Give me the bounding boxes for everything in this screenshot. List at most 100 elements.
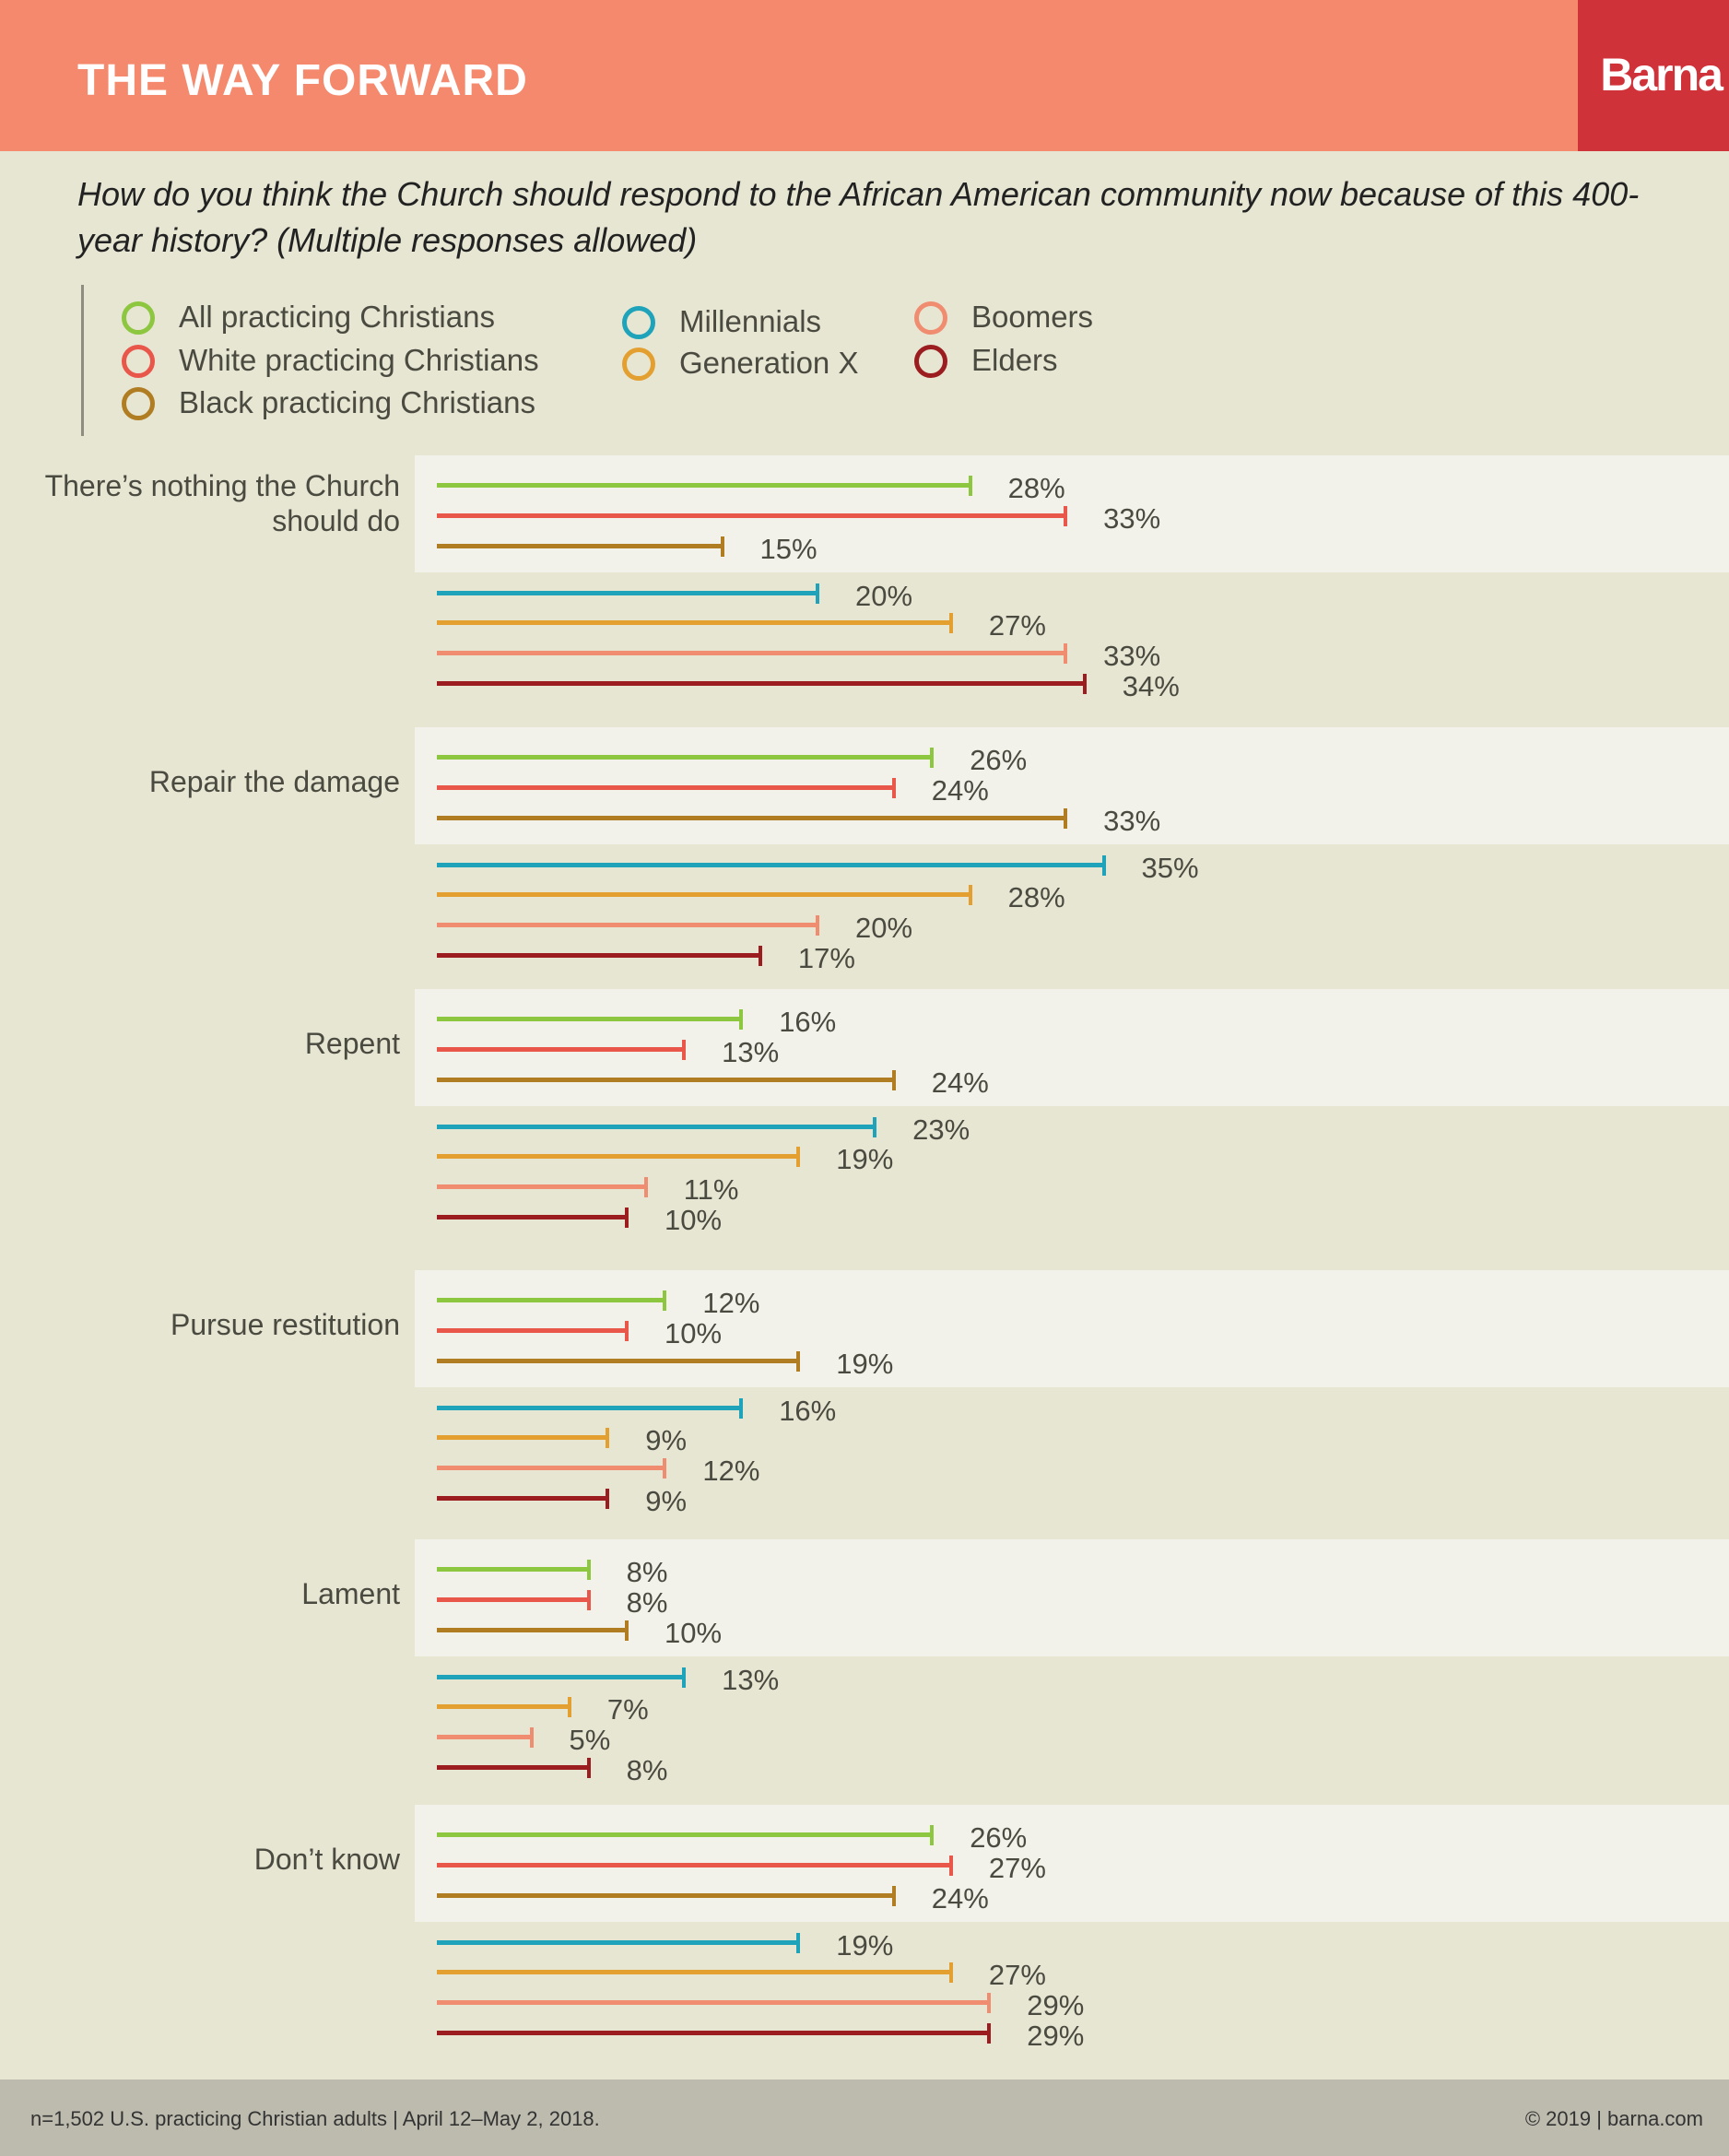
bar xyxy=(437,1832,934,1837)
bar xyxy=(437,1940,800,1945)
legend-circle-icon xyxy=(914,345,947,378)
category-label: Repent xyxy=(304,1027,400,1060)
bar-end-tick xyxy=(682,1040,687,1060)
data-label: 19% xyxy=(836,1348,894,1380)
bar-end-tick xyxy=(606,1428,610,1448)
legend-circle-icon xyxy=(122,301,155,335)
source-note: n=1,502 U.S. practicing Christian adults… xyxy=(30,2107,600,2130)
bar xyxy=(437,1597,590,1602)
bar xyxy=(437,1406,743,1410)
legend-label: Boomers xyxy=(971,300,1094,334)
data-label: 16% xyxy=(779,1395,837,1427)
bar xyxy=(437,1704,570,1709)
bar-end-tick xyxy=(1082,674,1087,694)
bar xyxy=(437,1184,647,1189)
bar xyxy=(437,1017,743,1021)
legend-circle-icon xyxy=(622,348,655,381)
bar xyxy=(437,923,818,927)
category-label: Lament xyxy=(301,1577,400,1610)
footer: n=1,502 U.S. practicing Christian adults… xyxy=(0,2079,1729,2156)
bar-end-tick xyxy=(948,1962,953,1983)
legend-label: Black practicing Christians xyxy=(179,385,535,419)
bar xyxy=(437,1496,609,1501)
data-label: 26% xyxy=(970,1821,1028,1854)
legend-label: Generation X xyxy=(679,346,859,380)
bar-end-tick xyxy=(739,1398,744,1419)
legend-label: White practicing Christians xyxy=(179,343,539,377)
bar xyxy=(437,863,1105,867)
bar-end-tick xyxy=(586,1560,591,1580)
data-label: 5% xyxy=(569,1724,611,1756)
data-label: 26% xyxy=(970,744,1028,776)
data-label: 33% xyxy=(1103,640,1161,672)
legend-item: White practicing Christians xyxy=(122,343,539,378)
bar xyxy=(437,953,761,958)
group-band xyxy=(415,1270,1729,1387)
data-label: 29% xyxy=(1027,1989,1085,2021)
bar xyxy=(437,1328,628,1333)
bar-end-tick xyxy=(968,476,972,496)
bar xyxy=(437,1970,952,1974)
bar xyxy=(437,544,723,548)
bar-end-tick xyxy=(682,1667,687,1688)
bar xyxy=(437,1893,895,1898)
bar-end-tick xyxy=(529,1727,534,1748)
data-label: 13% xyxy=(722,1036,780,1068)
category-label: Pursue restitution xyxy=(170,1308,400,1341)
bar-end-tick xyxy=(796,1147,801,1167)
data-label: 12% xyxy=(702,1287,760,1319)
legend-label: Elders xyxy=(971,343,1058,377)
bar xyxy=(437,755,934,760)
bar-end-tick xyxy=(586,1590,591,1610)
data-label: 8% xyxy=(626,1586,668,1619)
data-label: 10% xyxy=(665,1317,723,1349)
bar-end-tick xyxy=(968,885,972,905)
data-label: 27% xyxy=(988,609,1046,642)
bar-end-tick xyxy=(1101,855,1106,876)
data-label: 27% xyxy=(988,1852,1046,1884)
bar xyxy=(437,513,1067,518)
legend-label: All practicing Christians xyxy=(179,300,495,334)
bar-end-tick xyxy=(873,1117,877,1137)
legend-item: Generation X xyxy=(622,346,859,381)
data-label: 35% xyxy=(1141,852,1199,884)
bar xyxy=(437,681,1086,686)
bar-end-tick xyxy=(930,1825,935,1845)
bar-end-tick xyxy=(567,1697,571,1717)
data-label: 8% xyxy=(626,1556,668,1588)
legend-circle-icon xyxy=(622,306,655,339)
bar xyxy=(437,785,895,790)
data-label: 24% xyxy=(931,1066,989,1099)
legend-item: Boomers xyxy=(914,300,1094,335)
bar-end-tick xyxy=(606,1489,610,1509)
bar-end-tick xyxy=(1064,808,1068,829)
header: THE WAY FORWARD Barna xyxy=(0,0,1729,151)
legend-circle-icon xyxy=(122,345,155,378)
data-label: 24% xyxy=(931,774,989,807)
bar-end-tick xyxy=(625,1208,629,1228)
data-label: 34% xyxy=(1122,670,1180,702)
bar xyxy=(437,1675,686,1679)
bar-end-tick xyxy=(796,1351,801,1372)
bar-end-tick xyxy=(586,1758,591,1778)
data-label: 9% xyxy=(645,1424,688,1456)
data-label: 29% xyxy=(1027,2020,1085,2052)
bar-end-tick xyxy=(891,1886,896,1906)
data-label: 20% xyxy=(855,580,913,612)
bar xyxy=(437,1215,628,1219)
bar xyxy=(437,1047,686,1052)
data-label: 33% xyxy=(1103,502,1161,535)
category-label: Don’t know xyxy=(253,1843,400,1876)
bar-end-tick xyxy=(643,1177,648,1197)
bar-end-tick xyxy=(796,1933,801,1953)
copyright: © 2019 | barna.com xyxy=(1524,2107,1703,2130)
data-label: 27% xyxy=(988,1959,1046,1991)
bar-end-tick xyxy=(739,1009,744,1030)
bar-end-tick xyxy=(891,1070,896,1090)
page-title: THE WAY FORWARD xyxy=(77,56,528,105)
bar-end-tick xyxy=(1064,506,1068,526)
data-label: 33% xyxy=(1103,805,1161,837)
data-label: 9% xyxy=(645,1485,688,1517)
bar xyxy=(437,816,1067,820)
category-label: There’s nothing the Church should do xyxy=(44,469,400,537)
